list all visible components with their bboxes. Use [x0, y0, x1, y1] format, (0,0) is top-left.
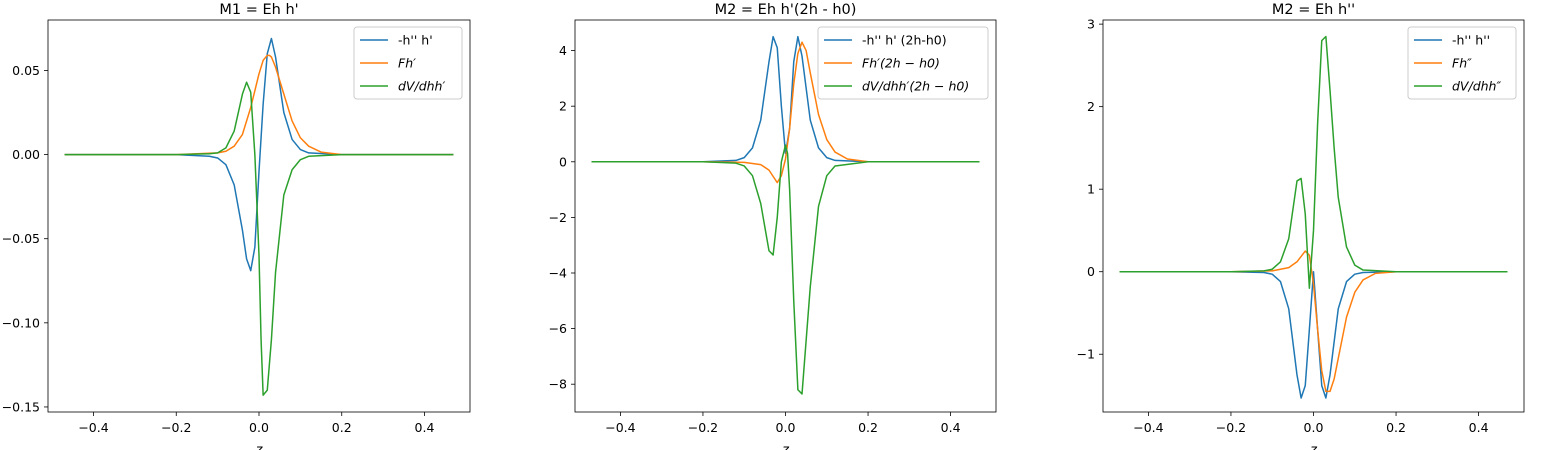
legend-label-1: -h'' h'' [1452, 33, 1490, 48]
series-group [591, 35, 980, 395]
y-tick-label: 3 [1087, 17, 1095, 32]
x-axis-label: z [781, 443, 790, 450]
x-tick-label: −0.4 [605, 420, 635, 435]
chart-title: M1 = Eh h' [219, 2, 298, 18]
x-axis-label: z [255, 443, 264, 450]
series-line-2 [591, 41, 980, 184]
legend-frame [817, 26, 989, 100]
y-tick-label: 4 [559, 43, 567, 58]
x-tick-label: −0.2 [1216, 420, 1246, 435]
series-line-1 [1119, 270, 1508, 399]
series-group [1119, 35, 1508, 399]
x-tick-label: −0.4 [1133, 420, 1163, 435]
y-tick-label: −0.05 [2, 231, 40, 246]
legend-label-3: dV/dhh′(2h − h0) [862, 79, 969, 94]
y-tick-label: 1 [1087, 182, 1095, 197]
series-group [64, 37, 454, 396]
x-tick-label: 0.4 [1469, 420, 1489, 435]
y-tick-label: −6 [549, 321, 567, 336]
x-tick-label: 0.0 [1304, 420, 1324, 435]
legend: -h'' h' Fh′ dV/dhh′ [353, 26, 463, 100]
legend-label-2: Fh″ [1452, 56, 1472, 71]
x-tick-label: −0.2 [688, 420, 718, 435]
legend-frame [1407, 26, 1517, 100]
x-tick-label: −0.4 [78, 420, 108, 435]
y-tick-label: 0.05 [12, 63, 40, 78]
series-line-3 [591, 144, 980, 395]
chart-panel-2: −0.4 −0.2 0.0 0.2 0.4 −8 −6 −4 −2 0 2 4 M2 = Eh h'(2… [549, 2, 997, 450]
legend: -h'' h' (2h-h0) Fh′(2h − h0) dV/dhh′(2h − … [817, 26, 989, 100]
x-tick-label: 0.0 [249, 420, 269, 435]
series-line-2 [1119, 250, 1508, 393]
legend-label-2: Fh′ [398, 56, 416, 71]
chart-title: M2 = Eh h'(2h - h0) [715, 2, 857, 18]
y-tick-label: 0 [559, 154, 567, 169]
legend-frame [353, 26, 463, 100]
series-line-1 [64, 37, 454, 272]
y-tick-label: −0.15 [2, 399, 40, 414]
chart-panel-1: −0.4 −0.2 0.0 0.2 0.4 −0.15 −0.10 −0.05 0.00 0.05… [2, 2, 471, 450]
series-line-2 [64, 54, 454, 156]
series-line-3 [64, 81, 454, 396]
legend-label-1: -h'' h' (2h-h0) [862, 33, 947, 48]
legend: -h'' h'' Fh″ dV/dhh″ [1407, 26, 1517, 100]
x-tick-label: 0.0 [776, 420, 796, 435]
legend-label-3: dV/dhh″ [1452, 79, 1501, 94]
x-axis-label: z [1309, 443, 1318, 450]
series-line-3 [1119, 35, 1508, 289]
y-tick-label: −1 [1077, 347, 1095, 362]
x-tick-label: 0.2 [332, 420, 352, 435]
x-tick-label: −0.2 [161, 420, 191, 435]
y-tick-label: −4 [549, 265, 567, 280]
legend-label-3: dV/dhh′ [398, 79, 445, 94]
chart-title: M2 = Eh h'' [1272, 2, 1355, 18]
y-tick-label: 2 [559, 99, 567, 114]
x-tick-label: 0.2 [858, 420, 878, 435]
x-tick-label: 0.2 [1386, 420, 1406, 435]
chart-panel-3: −0.4 −0.2 0.0 0.2 0.4 −1 0 1 2 3 M2 = Eh h'' z -h'' … [1077, 2, 1525, 450]
x-tick-label: 0.4 [941, 420, 961, 435]
y-tick-label: 0 [1087, 264, 1095, 279]
legend-label-2: Fh′(2h − h0) [862, 56, 940, 71]
y-tick-label: −8 [549, 377, 567, 392]
y-tick-label: 2 [1087, 99, 1095, 114]
y-tick-label: 0.00 [12, 147, 40, 162]
x-tick-label: 0.4 [415, 420, 435, 435]
y-tick-label: −2 [549, 210, 567, 225]
y-tick-label: −0.10 [2, 315, 40, 330]
legend-label-1: -h'' h' [398, 33, 433, 48]
